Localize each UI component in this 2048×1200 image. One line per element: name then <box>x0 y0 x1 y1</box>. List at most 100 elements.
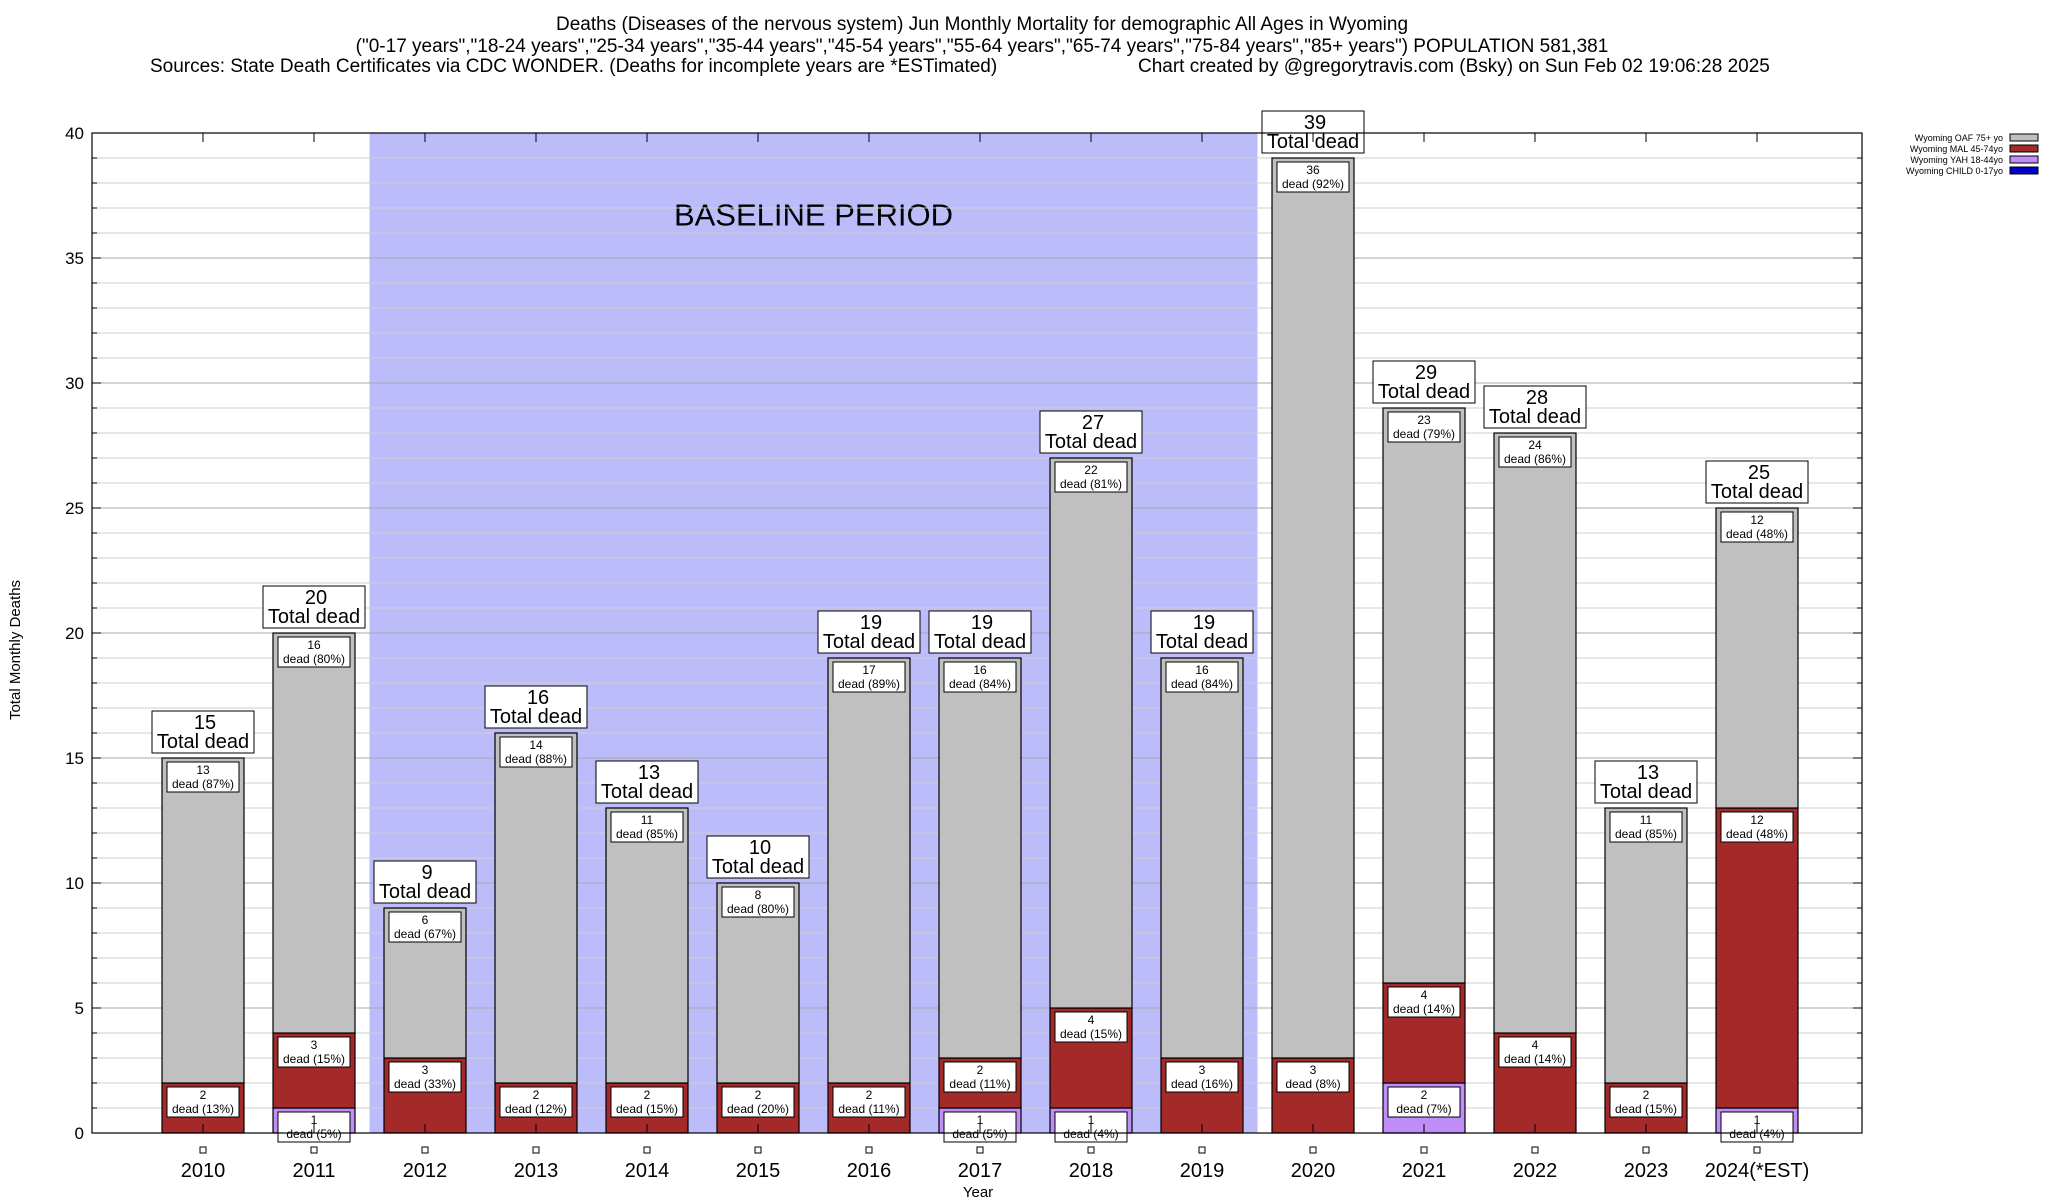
x-point-marker <box>976 1146 984 1154</box>
plot-frame <box>91 132 1863 1134</box>
total-label-box <box>1594 760 1698 804</box>
segment-value-label: 14 <box>529 738 543 752</box>
y-tick-label: 25 <box>65 499 84 518</box>
bar-segment <box>938 657 1022 1059</box>
total-text-label: Total dead <box>268 606 360 628</box>
total-label-box <box>1372 360 1476 404</box>
total-value-label: 13 <box>638 762 660 784</box>
segment-value-label: 1 <box>311 1113 318 1127</box>
y-tick-label: 20 <box>65 624 84 643</box>
total-text-label: Total dead <box>934 631 1026 653</box>
segment-label-box <box>499 736 573 768</box>
segment-value-label: 1 <box>1754 1113 1761 1127</box>
total-text-label: Total dead <box>1600 781 1692 803</box>
bar-segment <box>1715 807 1799 1109</box>
total-value-label: 19 <box>860 612 882 634</box>
segment-value-label: 23 <box>1417 413 1431 427</box>
legend-swatch <box>2009 155 2039 164</box>
bar-segment <box>1493 432 1577 1034</box>
segment-label-box <box>943 661 1017 693</box>
segment-pct-label: dead (80%) <box>283 652 345 666</box>
segment-label-box <box>1498 436 1572 468</box>
total-label-box <box>928 610 1032 654</box>
total-label-box <box>484 685 588 729</box>
segment-label-box <box>943 1061 1017 1093</box>
x-point-marker <box>1753 1146 1761 1154</box>
total-value-label: 20 <box>305 587 327 609</box>
x-point-marker <box>643 1146 651 1154</box>
segment-pct-label: dead (14%) <box>1393 1002 1455 1016</box>
bar-segment <box>1382 407 1466 984</box>
segment-pct-label: dead (8%) <box>1285 1077 1340 1091</box>
baseline-label: BASELINE PERIOD <box>674 198 953 233</box>
x-tick-label: 2017 <box>958 1160 1003 1182</box>
bar-segment <box>605 807 689 1084</box>
segment-pct-label: dead (92%) <box>1282 177 1344 191</box>
total-text-label: Total dead <box>1156 631 1248 653</box>
segment-label-box <box>1387 411 1461 443</box>
chart-credit: Chart created by @gregorytravis.com (Bsk… <box>1138 56 1770 77</box>
segment-pct-label: dead (11%) <box>838 1102 899 1116</box>
segment-pct-label: dead (15%) <box>1060 1027 1122 1041</box>
segment-label-box <box>277 636 351 668</box>
x-tick-label: 2018 <box>1069 1160 1114 1182</box>
x-tick-label: 2021 <box>1402 1160 1447 1182</box>
x-tick-label: 2020 <box>1291 1160 1336 1182</box>
x-tick-label: 2016 <box>847 1160 892 1182</box>
segment-value-label: 3 <box>311 1038 318 1052</box>
segment-label-box <box>1165 1061 1239 1093</box>
total-value-label: 29 <box>1415 362 1437 384</box>
segment-pct-label: dead (12%) <box>505 1102 567 1116</box>
segment-value-label: 2 <box>533 1088 540 1102</box>
segment-label-box <box>1609 1086 1683 1118</box>
x-axis-title: Year <box>963 1184 993 1200</box>
segment-pct-label: dead (89%) <box>838 677 900 691</box>
total-label-box <box>1261 110 1365 154</box>
y-tick-label: 5 <box>75 999 84 1018</box>
segment-pct-label: dead (5%) <box>286 1127 341 1141</box>
y-tick-label: 0 <box>75 1124 84 1143</box>
legend-label: Wyoming CHILD 0-17yo <box>1906 166 2003 176</box>
segment-pct-label: dead (15%) <box>283 1052 345 1066</box>
segment-pct-label: dead (67%) <box>394 927 456 941</box>
segment-value-label: 12 <box>1750 513 1764 527</box>
segment-pct-label: dead (33%) <box>394 1077 456 1091</box>
segment-value-label: 2 <box>866 1088 873 1102</box>
segment-label-box <box>499 1086 573 1118</box>
segment-value-label: 12 <box>1750 813 1764 827</box>
x-point-marker <box>754 1146 762 1154</box>
segment-pct-label: dead (48%) <box>1726 527 1788 541</box>
segment-label-box <box>1720 511 1794 543</box>
segment-pct-label: dead (20%) <box>727 1102 789 1116</box>
segment-pct-label: dead (85%) <box>616 827 678 841</box>
segment-label-box <box>721 1086 795 1118</box>
segment-value-label: 2 <box>200 1088 207 1102</box>
segment-label-box <box>277 1036 351 1068</box>
segment-pct-label: dead (79%) <box>1393 427 1455 441</box>
bar-segment <box>161 757 245 1084</box>
total-label-box <box>1150 610 1254 654</box>
segment-label-box <box>610 1086 684 1118</box>
x-tick-label: 2014 <box>625 1160 670 1182</box>
segment-pct-label: dead (14%) <box>1504 1052 1566 1066</box>
total-text-label: Total dead <box>1378 381 1470 403</box>
segment-label-box <box>832 661 906 693</box>
segment-value-label: 11 <box>641 813 654 827</box>
bar-segment <box>1604 807 1688 1084</box>
legend-label: Wyoming MAL 45-74yo <box>1910 144 2003 154</box>
total-value-label: 15 <box>194 712 216 734</box>
bar-segment <box>1271 157 1355 1059</box>
segment-value-label: 2 <box>977 1063 984 1077</box>
y-tick-label: 10 <box>65 874 84 893</box>
segment-label-box <box>721 886 795 918</box>
x-tick-label: 2022 <box>1513 1160 1558 1182</box>
x-point-marker <box>421 1146 429 1154</box>
segment-value-label: 4 <box>1088 1013 1095 1027</box>
legend-label: Wyoming OAF 75+ yo <box>1915 133 2003 143</box>
segment-value-label: 17 <box>862 663 876 677</box>
segment-label-box <box>832 1086 906 1118</box>
segment-label-box <box>1054 461 1128 493</box>
segment-value-label: 2 <box>1421 1088 1428 1102</box>
segment-pct-label: dead (48%) <box>1726 827 1788 841</box>
